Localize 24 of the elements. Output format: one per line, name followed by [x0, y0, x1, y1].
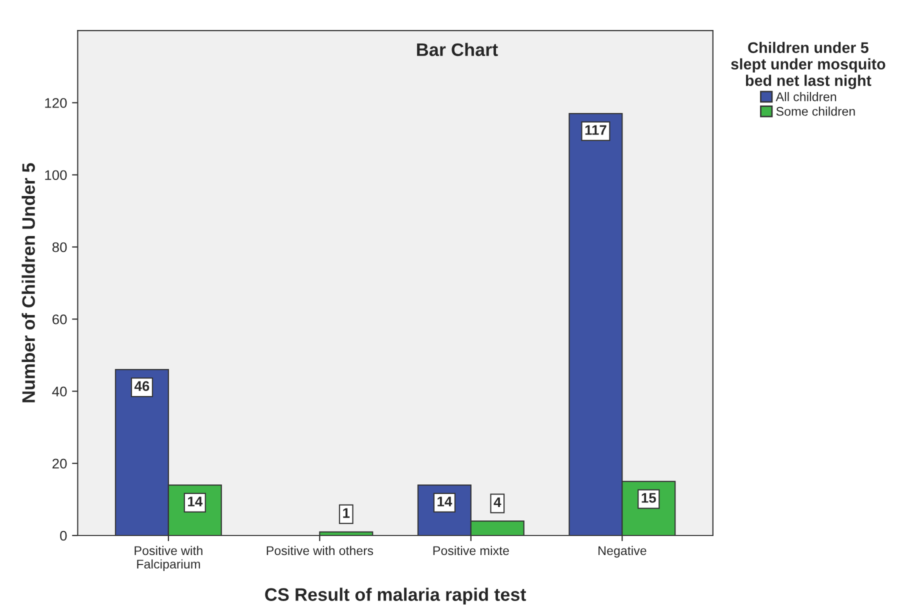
data-label: 4 [494, 497, 502, 507]
y-tick-label: 40 [52, 386, 67, 396]
y-tick-label: 80 [52, 242, 67, 252]
x-tick-label: Positive with others [266, 546, 374, 556]
data-label: 1 [343, 508, 350, 518]
x-axis-title: CS Result of malaria rapid test [265, 588, 526, 605]
text: Bar Chart [417, 42, 498, 56]
y-tick-label: 0 [60, 530, 67, 541]
data-label: 14 [188, 496, 203, 506]
x-tick-label: Positive with Falciparium [134, 546, 202, 572]
data-label: 15 [642, 493, 656, 503]
legend-title: Children under 5 slept under mosquito bed net last night [731, 42, 886, 90]
data-label: 14 [438, 496, 452, 506]
y-axis-title: Number of Children Under 5 [22, 163, 35, 402]
y-tick-label: 60 [52, 314, 67, 324]
legend-label: Some children [776, 106, 855, 116]
x-tick-label: Negative [598, 546, 646, 558]
y-tick-label: 120 [45, 98, 67, 108]
data-label: 117 [585, 125, 606, 135]
y-tick-label: 20 [52, 458, 67, 469]
x-tick-label: Positive mixte [433, 546, 509, 556]
legend-label: All children [776, 92, 836, 102]
y-tick-label: 100 [45, 170, 67, 180]
data-label: 46 [134, 381, 150, 392]
